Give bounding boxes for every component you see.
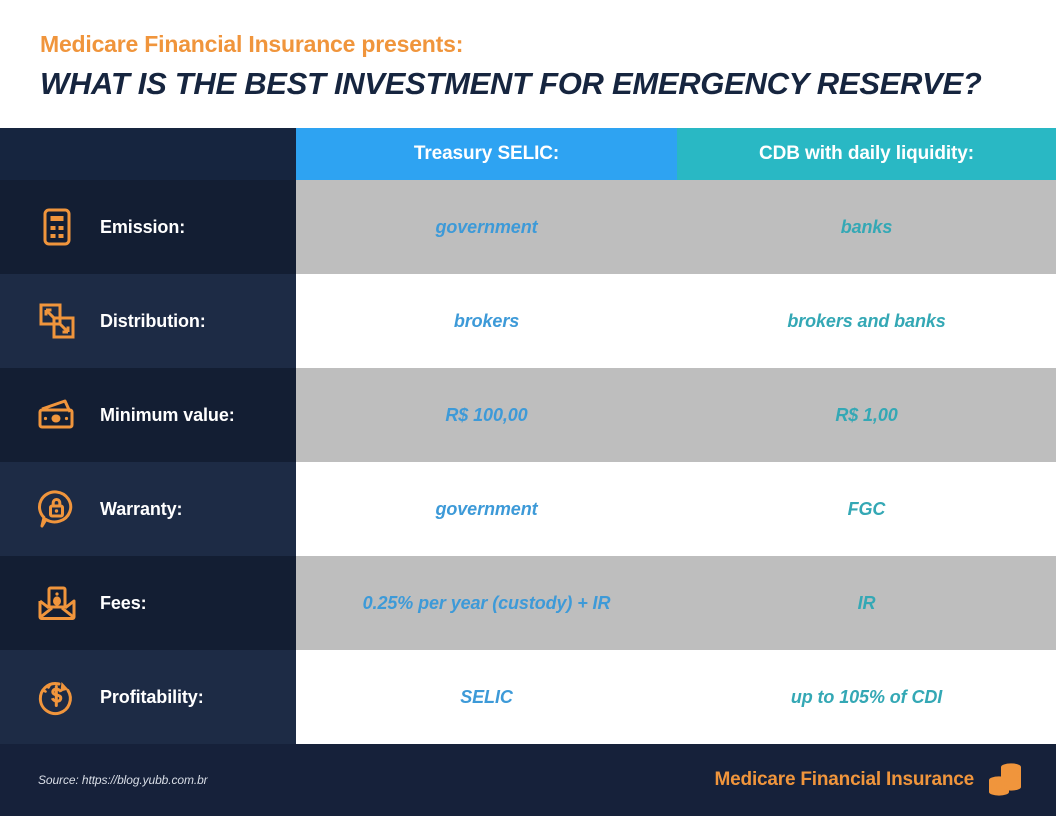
banknotes-icon bbox=[34, 392, 80, 438]
column-header-label: CDB with daily liquidity: bbox=[759, 143, 974, 164]
row-label: Minimum value: bbox=[100, 404, 235, 425]
cell-value: SELIC bbox=[460, 686, 513, 707]
cell-cdb: up to 105% of CDI bbox=[677, 650, 1056, 744]
cell-treasury-selic: 0.25% per year (custody) + IR bbox=[296, 556, 677, 650]
table-row: Warranty: government FGC bbox=[0, 462, 1056, 556]
kicker-text: Medicare Financial Insurance presents: bbox=[40, 31, 464, 57]
cell-cdb: FGC bbox=[677, 462, 1056, 556]
cell-value: government bbox=[435, 498, 538, 519]
cell-treasury-selic: SELIC bbox=[296, 650, 677, 744]
row-label: Distribution: bbox=[100, 310, 206, 331]
brand-lockup: Medicare Financial Insurance bbox=[715, 760, 1024, 800]
poster-footer: Source: https://blog.yubb.com.br Medicar… bbox=[0, 744, 1056, 816]
speech-bubble-lock-icon bbox=[34, 486, 80, 532]
cell-cdb: R$ 1,00 bbox=[677, 368, 1056, 462]
coin-stack-icon bbox=[988, 760, 1024, 800]
table-row: Emission: government banks bbox=[0, 180, 1056, 274]
table-row: Distribution: brokers brokers and banks bbox=[0, 274, 1056, 368]
distribution-arrows-icon bbox=[34, 298, 80, 344]
source-text: Source: https://blog.yubb.com.br bbox=[38, 773, 208, 787]
cell-cdb: brokers and banks bbox=[677, 274, 1056, 368]
table-row: Minimum value: R$ 100,00 R$ 1,00 bbox=[0, 368, 1056, 462]
header-cell-blank bbox=[0, 128, 296, 180]
row-label: Warranty: bbox=[100, 498, 183, 519]
cell-treasury-selic: government bbox=[296, 180, 677, 274]
cell-value: up to 105% of CDI bbox=[790, 686, 943, 707]
row-label: Fees: bbox=[100, 592, 147, 613]
cell-treasury-selic: government bbox=[296, 462, 677, 556]
comparison-table: Treasury SELIC: CDB with daily liquidity… bbox=[0, 128, 1056, 744]
cell-treasury-selic: brokers bbox=[296, 274, 677, 368]
brand-name: Medicare Financial Insurance bbox=[714, 769, 975, 790]
cell-treasury-selic: R$ 100,00 bbox=[296, 368, 677, 462]
row-label: Profitability: bbox=[100, 686, 204, 707]
table-row: Profitability: SELIC up to 105% of CDI bbox=[0, 650, 1056, 744]
row-label-cell: Minimum value: bbox=[0, 368, 296, 462]
row-label-cell: Profitability: bbox=[0, 650, 296, 744]
page-title: WHAT IS THE BEST INVESTMENT FOR EMERGENC… bbox=[40, 65, 982, 101]
cell-value: brokers and banks bbox=[787, 310, 946, 331]
envelope-money-icon bbox=[34, 580, 80, 626]
table-header-row: Treasury SELIC: CDB with daily liquidity… bbox=[0, 128, 1056, 180]
dollar-return-icon bbox=[34, 674, 80, 720]
row-label: Emission: bbox=[100, 216, 186, 237]
calculator-icon bbox=[34, 204, 80, 250]
column-header-cdb: CDB with daily liquidity: bbox=[677, 128, 1056, 180]
column-header-label: Treasury SELIC: bbox=[413, 143, 560, 164]
cell-value: FGC bbox=[847, 498, 886, 519]
cell-cdb: banks bbox=[677, 180, 1056, 274]
row-label-cell: Distribution: bbox=[0, 274, 296, 368]
cell-cdb: IR bbox=[677, 556, 1056, 650]
row-label-cell: Emission: bbox=[0, 180, 296, 274]
cell-value: R$ 100,00 bbox=[445, 404, 528, 425]
row-label-cell: Fees: bbox=[0, 556, 296, 650]
cell-value: banks bbox=[840, 216, 893, 237]
cell-value: government bbox=[435, 216, 538, 237]
cell-value: R$ 1,00 bbox=[835, 404, 898, 425]
row-label-cell: Warranty: bbox=[0, 462, 296, 556]
cell-value: IR bbox=[857, 592, 876, 613]
cell-value: 0.25% per year (custody) + IR bbox=[362, 592, 611, 613]
table-row: Fees: 0.25% per year (custody) + IR IR bbox=[0, 556, 1056, 650]
poster-header: Medicare Financial Insurance presents: W… bbox=[0, 0, 1056, 128]
cell-value: brokers bbox=[453, 310, 520, 331]
column-header-treasury-selic: Treasury SELIC: bbox=[296, 128, 677, 180]
